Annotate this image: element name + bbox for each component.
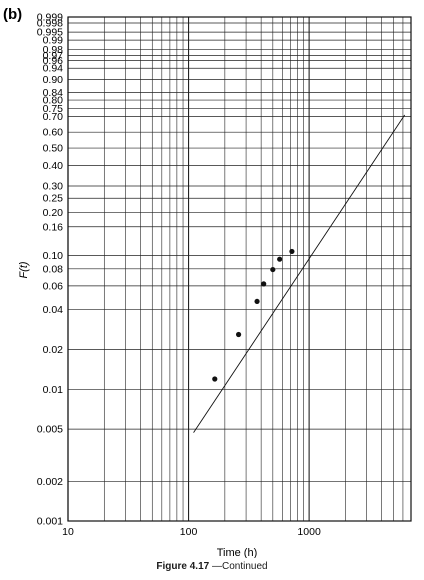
major-grid — [67, 16, 411, 522]
data-point — [270, 266, 276, 273]
y-tick-label: 0.70 — [43, 111, 64, 123]
data-point — [212, 376, 218, 382]
y-tick-label: 0.96 — [43, 55, 64, 67]
y-tick-label: 0.60 — [43, 127, 64, 139]
y-tick-label: 0.06 — [43, 280, 64, 292]
data-point — [235, 331, 242, 338]
x-axis-label: Time (h) — [217, 547, 258, 558]
data-points — [212, 248, 295, 382]
x-tick-label: 10 — [62, 526, 74, 538]
y-tick-label: 0.84 — [43, 87, 64, 99]
y-tick-label: 0.40 — [43, 160, 64, 172]
figure-caption: Figure 4.17 —Continued — [0, 561, 424, 572]
y-tick-label: 0.08 — [43, 263, 64, 275]
y-tick-label: 0.999 — [37, 12, 63, 24]
y-tick-label: 0.75 — [43, 103, 64, 115]
y-axis-label: F(t) — [18, 261, 30, 278]
y-tick-label: 0.16 — [43, 221, 64, 233]
y-tick-label: 0.998 — [37, 18, 63, 30]
y-tick-label: 0.50 — [43, 143, 64, 155]
y-tick-label: 0.25 — [43, 193, 64, 205]
y-tick-labels: 0.001 0.002 0.005 0.01 0.02 0.04 0.06 0.080.10 0… — [37, 12, 63, 528]
y-tick-label: 0.30 — [43, 180, 64, 192]
y-tick-label: 0.20 — [43, 207, 64, 219]
y-tick-label: 0.10 — [43, 250, 64, 262]
data-point — [289, 248, 295, 255]
weibull-plot: 0.001 0.002 0.005 0.01 0.02 0.04 0.06 0.080.10 0… — [3, 6, 412, 558]
y-tick-label: 0.02 — [43, 344, 64, 356]
data-point — [254, 298, 260, 305]
y-tick-label: 0.97 — [43, 50, 64, 62]
data-point — [277, 256, 283, 262]
figure-number: Figure 4.17 — [156, 561, 210, 572]
x-tick-label: 1000 — [297, 526, 321, 538]
x-tick-label: 100 — [180, 526, 198, 538]
figure-caption-text: —Continued — [212, 561, 268, 572]
y-tick-label: 0.94 — [43, 63, 64, 75]
y-tick-label: 0.001 — [37, 516, 63, 528]
plot-frame — [67, 16, 412, 522]
y-tick-label: 0.04 — [43, 304, 64, 316]
y-tick-label: 0.995 — [37, 27, 63, 39]
y-tick-label: 0.002 — [37, 476, 63, 488]
y-tick-label: 0.90 — [43, 74, 64, 86]
y-tick-label: 0.005 — [37, 424, 63, 436]
x-tick-labels: 10 100 1000 — [62, 526, 321, 538]
fit-line — [193, 114, 406, 433]
y-tick-label: 0.01 — [43, 384, 64, 396]
panel-label: (b) — [3, 6, 22, 23]
y-tick-label: 0.98 — [43, 44, 64, 56]
data-point — [261, 281, 267, 287]
y-tick-label: 0.80 — [43, 95, 64, 107]
y-tick-label: 0.99 — [43, 35, 64, 47]
